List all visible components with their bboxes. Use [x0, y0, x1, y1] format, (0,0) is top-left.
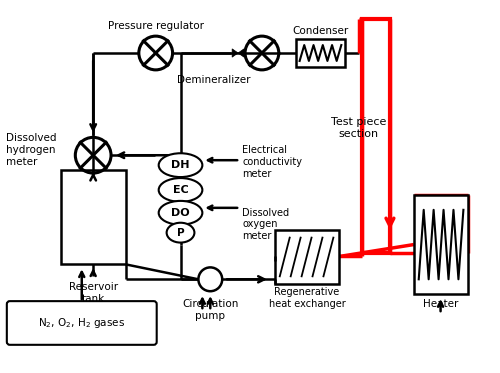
Bar	[414, 195, 469, 294]
Text: Regenerative
heat exchanger: Regenerative heat exchanger	[268, 287, 345, 309]
Ellipse shape	[158, 178, 202, 202]
Text: DO: DO	[171, 208, 190, 218]
Text: Reservoir
tank: Reservoir tank	[68, 282, 117, 304]
Text: N$_2$, O$_2$, H$_2$ gases: N$_2$, O$_2$, H$_2$ gases	[38, 316, 126, 330]
Ellipse shape	[166, 223, 194, 242]
Circle shape	[198, 267, 222, 291]
Text: Dissolved
hydrogen
meter: Dissolved hydrogen meter	[6, 134, 56, 167]
Text: DH: DH	[172, 160, 190, 170]
Bar	[296, 39, 346, 67]
Text: Electrical
conductivity
meter: Electrical conductivity meter	[242, 145, 302, 179]
Text: P: P	[176, 228, 184, 238]
Text: Heater: Heater	[424, 299, 459, 309]
Text: Condenser: Condenser	[292, 26, 348, 36]
Ellipse shape	[158, 153, 202, 177]
FancyBboxPatch shape	[7, 301, 156, 345]
Bar	[275, 230, 340, 284]
Ellipse shape	[158, 201, 202, 225]
Polygon shape	[232, 49, 238, 57]
Polygon shape	[238, 49, 244, 57]
Text: Dissolved
oxygen
meter: Dissolved oxygen meter	[242, 208, 289, 241]
Text: Demineralizer: Demineralizer	[177, 75, 250, 85]
Bar	[62, 170, 126, 264]
Text: Circulation
pump: Circulation pump	[182, 300, 238, 321]
Bar	[362, 19, 390, 253]
Text: EC: EC	[172, 185, 188, 195]
Text: Pressure regulator: Pressure regulator	[108, 21, 204, 31]
Text: Test piece
section: Test piece section	[330, 117, 386, 139]
